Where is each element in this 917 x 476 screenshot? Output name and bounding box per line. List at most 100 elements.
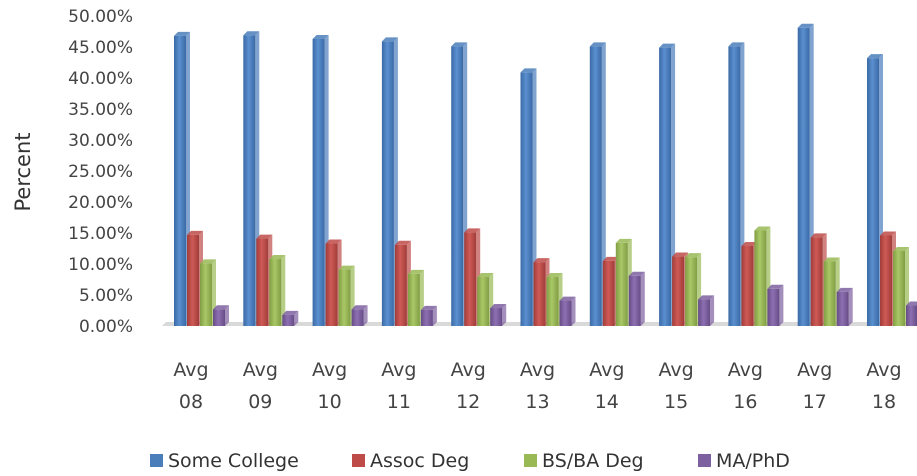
bar-top: [810, 233, 827, 238]
x-tick-label: Avg 16: [728, 359, 763, 413]
bar-top: [741, 242, 758, 247]
legend-swatch: [698, 454, 711, 467]
legend-label: MA/PhD: [716, 450, 790, 472]
bar: [823, 261, 836, 326]
legend-swatch: [352, 454, 365, 467]
bar: [200, 263, 212, 326]
bar-side: [294, 310, 299, 326]
bar: [407, 273, 420, 326]
bar-top: [559, 296, 576, 301]
legend-item: MA/PhD: [698, 450, 790, 472]
legend-item: BS/BA Deg: [524, 450, 644, 472]
y-tick-label: 30.00%: [68, 131, 133, 151]
bar-top: [394, 240, 411, 245]
bar: [174, 35, 186, 327]
x-tick-label: Avg 08: [173, 359, 208, 413]
legend-item: Some College: [150, 450, 299, 472]
bar: [338, 269, 351, 326]
x-axis: Avg 08 Avg 09 Avg 10 Avg 11 Avg 12 Avg 13 Avg 14 Avg 15…: [173, 359, 901, 413]
bar-top: [906, 301, 917, 306]
bar-side: [640, 271, 645, 326]
bar-top: [880, 231, 896, 236]
bar-top: [490, 304, 507, 309]
bar: [243, 35, 256, 326]
bar-top: [213, 305, 229, 310]
bar-top: [325, 239, 342, 244]
y-tick-label: 5.00%: [79, 286, 133, 306]
bar: [420, 309, 433, 326]
bar-top: [451, 42, 468, 47]
bar-side: [363, 305, 368, 326]
bar-top: [256, 234, 273, 239]
bar: [698, 299, 711, 326]
bar: [867, 58, 879, 326]
bar: [533, 262, 546, 326]
bar-top: [338, 265, 355, 270]
legend-label: BS/BA Deg: [542, 450, 644, 472]
bar: [269, 259, 282, 326]
bar: [282, 314, 295, 326]
y-axis: 0.00% 5.00% 10.00% 15.00% 20.00% 25.00% 30.00%…: [68, 7, 133, 337]
x-tick-label: Avg 12: [451, 359, 486, 413]
bar: [325, 243, 338, 326]
bar-top: [659, 43, 676, 48]
bar: [672, 256, 685, 326]
y-tick-label: 25.00%: [68, 162, 133, 182]
bar: [767, 288, 780, 326]
legend: Some College Assoc Deg BS/BA Deg MA/PhD: [150, 450, 790, 472]
plot-area: [162, 23, 917, 327]
y-tick-label: 15.00%: [68, 224, 133, 244]
bar-top: [407, 269, 424, 274]
bar-top: [200, 259, 216, 264]
y-axis-title: Percent: [11, 132, 35, 211]
y-tick-label: 35.00%: [68, 100, 133, 120]
bar-side: [502, 304, 507, 326]
bar-side: [571, 296, 576, 326]
bar: [754, 230, 767, 326]
bar-side: [710, 295, 715, 326]
x-tick-label: Avg 10: [312, 359, 347, 413]
bar: [187, 234, 199, 326]
bar: [906, 305, 917, 326]
bar-top: [187, 230, 203, 235]
bar: [880, 235, 892, 326]
bar-top: [602, 256, 619, 261]
x-tick-label: Avg 11: [381, 359, 416, 413]
legend-label: Assoc Deg: [370, 450, 469, 472]
y-tick-label: 20.00%: [68, 193, 133, 213]
bar: [602, 260, 615, 326]
y-tick-label: 10.00%: [68, 255, 133, 275]
bar: [256, 238, 269, 326]
bar-top: [628, 271, 645, 276]
legend-swatch: [150, 454, 163, 467]
bar: [213, 309, 225, 326]
bar: [836, 291, 849, 326]
bar: [797, 27, 810, 327]
x-tick-label: Avg 17: [797, 359, 832, 413]
bar: [464, 232, 477, 326]
bar-top: [533, 258, 550, 263]
bar-top: [520, 68, 537, 73]
y-tick-label: 50.00%: [68, 7, 133, 27]
bar: [810, 237, 823, 326]
bar-top: [867, 54, 883, 59]
bar: [685, 257, 698, 326]
bar: [615, 242, 628, 326]
bar: [893, 250, 905, 326]
bar-side: [281, 255, 286, 326]
bar-top: [836, 287, 853, 292]
bar-top: [351, 305, 368, 310]
bar-side: [779, 284, 784, 326]
x-tick-label: Avg 18: [866, 359, 901, 413]
bar-top: [312, 34, 329, 39]
x-tick-label: Avg 13: [520, 359, 555, 413]
bar-top: [269, 255, 286, 260]
series-ma-phd: [213, 271, 917, 326]
bar-top: [546, 273, 563, 278]
bar-top: [754, 226, 771, 231]
bar-top: [464, 228, 481, 233]
bar-top: [767, 284, 784, 289]
bar-top: [823, 257, 840, 262]
bar: [546, 277, 559, 326]
bar-top: [615, 238, 632, 243]
